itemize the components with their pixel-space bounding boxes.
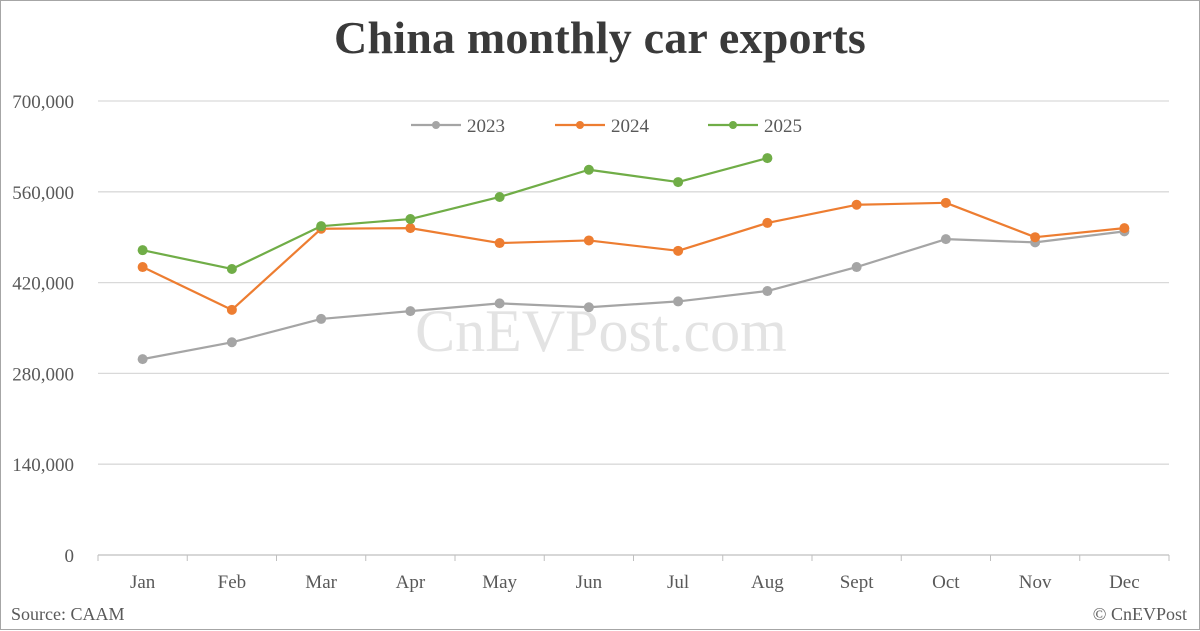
data-point — [316, 221, 327, 232]
data-point — [851, 199, 862, 210]
data-point — [762, 153, 773, 164]
series-2025 — [137, 153, 773, 274]
legend-label: 2025 — [764, 116, 802, 137]
legend-marker-icon — [432, 121, 440, 129]
y-tick-label: 140,000 — [12, 455, 74, 476]
legend-item-2024: 2024 — [555, 116, 650, 137]
data-point — [226, 263, 237, 274]
x-tick-label: Mar — [305, 572, 337, 593]
x-tick-label: Nov — [1019, 572, 1052, 593]
data-point — [1030, 232, 1041, 243]
data-point — [137, 262, 148, 273]
data-point — [405, 306, 416, 317]
legend-marker-icon — [729, 121, 737, 129]
data-point — [583, 164, 594, 175]
data-point — [316, 313, 327, 324]
series-line — [142, 230, 1125, 361]
x-tick-label: Jun — [576, 572, 603, 593]
y-tick-label: 280,000 — [12, 364, 74, 385]
x-tick-label: Oct — [932, 572, 960, 593]
chart-title: China monthly car exports — [334, 12, 866, 63]
y-tick-label: 560,000 — [12, 183, 74, 204]
source-note: Source: CAAM — [11, 604, 125, 624]
copyright-note: © CnEVPost — [1092, 604, 1187, 624]
legend-item-2023: 2023 — [411, 116, 505, 137]
series-2024 — [137, 197, 1130, 315]
legend-label: 2024 — [611, 116, 650, 137]
data-point — [405, 214, 416, 225]
data-point — [940, 197, 951, 208]
x-tick-label: Dec — [1109, 572, 1140, 593]
legend-label: 2023 — [467, 116, 505, 137]
x-tick-label: Aug — [751, 572, 784, 593]
data-point — [673, 177, 684, 188]
y-tick-label: 420,000 — [12, 274, 74, 295]
legend-marker-icon — [576, 121, 584, 129]
data-point — [494, 191, 505, 202]
data-point — [137, 245, 148, 256]
watermark-text: CnEVPost.com — [415, 298, 787, 364]
x-tick-label: Sept — [840, 572, 875, 593]
y-tick-label: 0 — [65, 546, 75, 567]
series-2023 — [137, 226, 1130, 365]
data-point — [762, 286, 773, 297]
series-line — [142, 201, 1125, 311]
series-line — [142, 157, 768, 271]
data-point — [940, 234, 951, 245]
data-point — [673, 296, 684, 307]
x-tick-label: Apr — [396, 572, 426, 593]
data-point — [851, 262, 862, 273]
x-tick-label: May — [482, 572, 517, 593]
legend-item-2025: 2025 — [708, 116, 802, 137]
data-point — [405, 223, 416, 234]
data-point — [226, 304, 237, 315]
data-point — [762, 217, 773, 228]
y-tick-label: 700,000 — [12, 92, 74, 113]
data-point — [1119, 223, 1130, 234]
x-tick-label: Jul — [667, 572, 689, 593]
data-point — [494, 298, 505, 309]
data-point — [226, 337, 237, 348]
data-point — [494, 238, 505, 249]
data-point — [583, 302, 594, 313]
data-point — [673, 245, 684, 256]
data-point — [583, 235, 594, 246]
x-tick-label: Jan — [130, 572, 156, 593]
data-point — [137, 354, 148, 365]
x-tick-label: Feb — [218, 572, 247, 593]
